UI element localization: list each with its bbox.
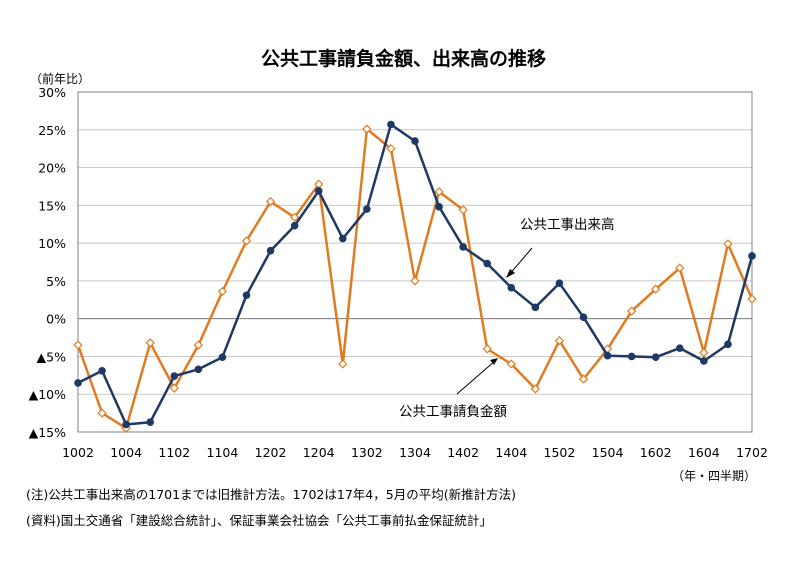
- data-point: [242, 291, 251, 300]
- data-point: [675, 263, 685, 273]
- x-tick-label: 1302: [351, 445, 383, 460]
- x-tick-label: 1702: [736, 445, 768, 460]
- data-point: [290, 221, 299, 230]
- data-point: [411, 137, 419, 145]
- data-point: [459, 243, 467, 251]
- data-point: [531, 303, 540, 312]
- y-tick-label: 20%: [38, 161, 66, 176]
- series-group: [73, 120, 757, 433]
- y-tick-label: 5%: [46, 274, 66, 289]
- data-point: [435, 203, 443, 211]
- series: [74, 120, 756, 429]
- data-point: [483, 259, 492, 268]
- y-axis-unit-label: （前年比）: [30, 72, 91, 86]
- y-tick-label: ▲5%: [37, 349, 67, 364]
- y-axis-ticks: 30% 25% 20% 15% 10% 5% 0% ▲5% ▲10% ▲15%: [29, 85, 67, 440]
- data-point: [122, 420, 130, 429]
- data-point: [507, 283, 516, 292]
- x-axis-ticks: 1002 1004 1102 1104 1202 1204 1302 1304 1402 1404…: [62, 445, 768, 460]
- data-point: [387, 120, 395, 129]
- y-tick-label: ▲10%: [29, 387, 67, 402]
- y-tick-label: 15%: [38, 198, 66, 213]
- plot-frame: [77, 91, 753, 433]
- x-tick-label: 1204: [303, 445, 335, 460]
- data-point: [217, 286, 228, 297]
- data-point: [579, 313, 588, 321]
- data-point: [289, 212, 300, 223]
- data-point: [530, 384, 541, 394]
- data-point: [578, 374, 589, 384]
- data-point: [146, 418, 155, 426]
- y-tick-label: 0%: [46, 312, 66, 327]
- data-point: [434, 187, 444, 197]
- footnote-note: (注)公共工事出来高の1701までは旧推計方法。1702は17年4，5月の平均(…: [26, 487, 516, 502]
- x-tick-label: 1004: [110, 445, 142, 460]
- x-tick-label: 1602: [640, 445, 672, 460]
- y-tick-label: 30%: [38, 85, 66, 100]
- data-point: [170, 372, 179, 380]
- data-point: [699, 348, 709, 358]
- data-point: [145, 338, 155, 348]
- data-point: [627, 352, 636, 361]
- data-point: [651, 284, 661, 294]
- data-point: [97, 408, 107, 418]
- series: [73, 124, 757, 433]
- data-point: [482, 344, 492, 354]
- x-tick-label: 1002: [62, 445, 94, 460]
- x-tick-label: 1304: [399, 445, 431, 460]
- annotation-arrow-orders: [456, 359, 497, 395]
- annotation-label-orders: 公共工事請負金額: [399, 404, 507, 420]
- annotation-arrowhead-output: [506, 269, 515, 278]
- data-point: [74, 379, 82, 387]
- x-tick-label: 1102: [158, 445, 190, 460]
- data-point: [700, 357, 708, 365]
- y-tick-label: 10%: [38, 236, 66, 251]
- y-tick-label: 25%: [38, 123, 66, 138]
- data-point: [747, 294, 757, 304]
- x-tick-label: 1402: [447, 445, 479, 460]
- data-point: [265, 196, 276, 207]
- data-point: [723, 239, 733, 249]
- data-point: [651, 353, 660, 362]
- data-point: [266, 246, 275, 255]
- annotation-label-output: 公共工事出来高: [520, 216, 615, 233]
- data-point: [506, 359, 516, 369]
- data-point: [675, 344, 684, 352]
- x-tick-label: 1504: [592, 445, 624, 460]
- chart-title: 公共工事請負金額、出来高の推移: [260, 48, 546, 70]
- data-point: [363, 205, 371, 213]
- x-tick-label: 1604: [688, 445, 720, 460]
- x-axis-unit-label: （年・四半期）: [672, 469, 757, 483]
- data-point: [626, 306, 637, 316]
- y-tick-label: ▲15%: [29, 425, 67, 440]
- data-point: [338, 234, 347, 243]
- data-point: [724, 340, 732, 349]
- data-point: [193, 340, 204, 350]
- data-point: [410, 276, 420, 286]
- data-point: [386, 144, 396, 154]
- data-point: [169, 383, 179, 393]
- data-point: [458, 205, 468, 215]
- footnote-source: (資料)国土交通省「建設総合統計」、保証事業会社協会「公共工事前払金保証統計」: [26, 513, 493, 528]
- data-point: [73, 340, 83, 350]
- data-point: [98, 367, 106, 375]
- x-tick-label: 1104: [207, 445, 239, 460]
- x-tick-label: 1502: [544, 445, 576, 460]
- data-point: [194, 365, 203, 374]
- data-point: [218, 353, 227, 362]
- x-tick-label: 1202: [255, 445, 287, 460]
- data-point: [241, 236, 252, 246]
- data-point: [748, 252, 756, 260]
- data-point: [338, 359, 348, 369]
- x-tick-label: 1404: [495, 445, 527, 460]
- annotation-arrowhead-orders: [490, 358, 498, 365]
- data-point: [314, 187, 323, 195]
- data-point: [554, 335, 565, 346]
- data-point: [362, 124, 372, 134]
- data-point: [555, 279, 564, 287]
- data-point: [603, 351, 612, 360]
